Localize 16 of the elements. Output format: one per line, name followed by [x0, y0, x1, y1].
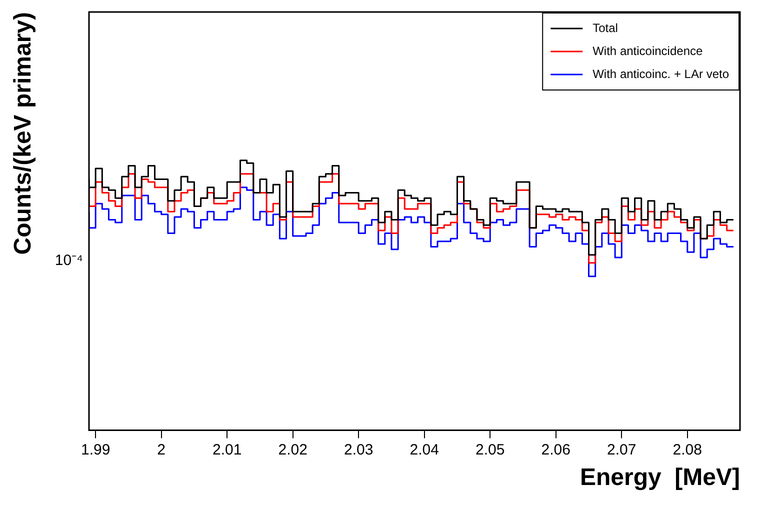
x-tick-label: 2: [157, 441, 166, 458]
x-tick-label: 1.99: [80, 441, 110, 458]
legend-label: Total: [592, 20, 618, 35]
x-tick-label: 2.02: [278, 441, 308, 458]
y-axis-title: Counts/(keV primary): [10, 12, 37, 255]
x-tick-label: 2.03: [344, 441, 374, 458]
x-tick-label: 2.06: [541, 441, 570, 458]
x-tick-label: 2.07: [607, 441, 636, 458]
legend-label: With anticoinc. + LAr veto: [592, 66, 730, 81]
text: 10⁻⁴: [54, 252, 83, 269]
x-tick-label: 2.05: [476, 441, 505, 458]
x-tick-label: 2.04: [410, 441, 439, 458]
x-axis-title: Energy [MeV]: [580, 464, 740, 492]
x-tick-label: 2.01: [212, 441, 242, 458]
legend-label: With anticoincidence: [592, 44, 703, 58]
x-tick-label: 2.08: [672, 441, 702, 458]
